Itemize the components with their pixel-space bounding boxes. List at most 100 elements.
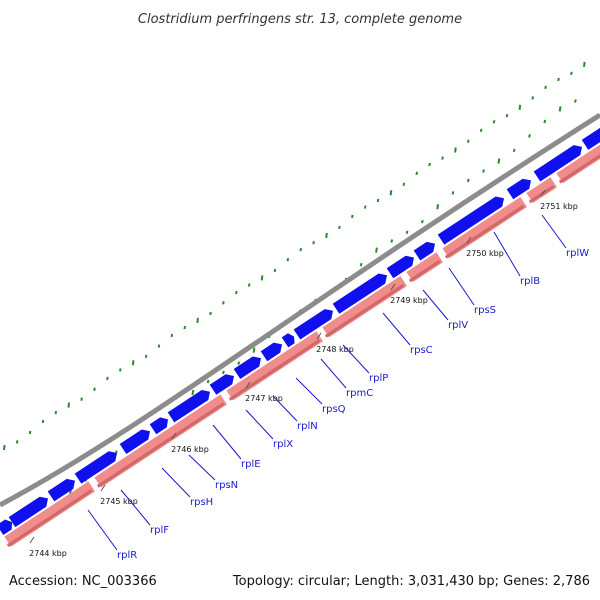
tick-mark [540, 189, 546, 197]
gc-skew-mark [405, 230, 409, 235]
gc-skew-mark [359, 262, 363, 267]
gene-label: rplV [448, 320, 468, 331]
gc-skew-mark [93, 387, 96, 391]
gc-skew-mark [531, 96, 535, 100]
gc-skew-mark [247, 283, 251, 287]
gc-skew-mark [441, 156, 444, 160]
gc-skew-mark [454, 147, 457, 153]
gene-leader-line [272, 395, 298, 422]
tick-label: 2746 kbp [171, 445, 209, 454]
gc-skew-mark [312, 241, 315, 245]
gene-leader-line [448, 267, 475, 306]
gc-skew-mark [512, 148, 516, 153]
gene-leader-line [295, 377, 323, 405]
reverse-gene [556, 144, 600, 184]
genome-summary: Topology: circular; Length: 3,031,430 bp… [232, 574, 590, 589]
gene-leader-line [541, 214, 567, 249]
forward-gene [209, 374, 234, 395]
gc-skew-mark [286, 257, 290, 262]
gene-leader-line [493, 231, 521, 277]
tick-label: 2745 kbp [100, 497, 138, 506]
tick-label: 2749 kbp [390, 296, 428, 305]
map-title: Clostridium perfringens str. 13, complet… [138, 12, 462, 27]
gc-skew-mark [338, 225, 341, 230]
gc-skew-mark [157, 344, 161, 348]
forward-gene [8, 496, 48, 528]
gc-skew-mark [235, 290, 238, 295]
gc-skew-mark [518, 104, 522, 110]
forward-gene [581, 125, 600, 150]
gc-skew-mark [41, 419, 45, 424]
gc-skew-mark [492, 120, 496, 124]
forward-gene [506, 178, 531, 200]
reverse-gene [4, 481, 95, 547]
forward-gene [233, 356, 262, 379]
tick-label: 2744 kbp [29, 549, 67, 558]
backbone-track [0, 112, 600, 508]
gene-label: rpmC [346, 388, 373, 399]
tick-mark [245, 381, 251, 389]
reverse-gene-shadow [558, 153, 600, 184]
gc-skew-mark [273, 268, 277, 273]
gc-skew-mark [389, 190, 393, 196]
forward-gene [533, 145, 583, 182]
forward-gene [74, 451, 118, 484]
reverse-gene [526, 177, 557, 204]
gc-skew-mark [15, 440, 19, 444]
gc-skew-mark [351, 214, 354, 219]
gene-leader-line [382, 312, 411, 346]
gene-leader-line [120, 489, 151, 526]
gc-skew-mark [54, 410, 58, 415]
gc-skew-mark [421, 219, 424, 224]
gc-skew-mark [544, 85, 547, 90]
gene-leader-line [245, 409, 274, 440]
gc-skew-mark [299, 248, 303, 252]
gc-skew-mark [119, 368, 122, 372]
reverse-gene-shadow [408, 260, 441, 283]
reverse-gene [226, 331, 323, 401]
tick-label: 2747 kbp [245, 394, 283, 403]
forward-gene [332, 273, 387, 314]
gc-skew-mark [209, 311, 212, 316]
gene-leader-line [188, 454, 216, 481]
gc-skew-mark [206, 379, 210, 384]
tick-label: 2748 kbp [316, 345, 354, 354]
forward-gene [149, 417, 168, 435]
gc-skew-mark [106, 376, 109, 381]
gc-skew-mark [570, 71, 573, 75]
reverse-gene-track [4, 144, 600, 547]
reverse-gene-shadow [324, 283, 405, 338]
gc-skew-mark [528, 134, 531, 138]
gene-leader-line [342, 344, 370, 374]
forward-gene-track [0, 125, 600, 536]
gene-leader-line [422, 289, 449, 321]
reverse-gene-shadow [228, 339, 321, 401]
gene-leader-line [212, 424, 242, 460]
gene-label: rplN [297, 421, 318, 432]
gc-skew-mark [260, 275, 264, 281]
forward-gene [437, 196, 504, 245]
gc-skew-mark [196, 317, 199, 323]
gene-leader-line [161, 467, 191, 498]
tick-label: 2751 kbp [540, 202, 578, 211]
gc-skew-mark [191, 389, 195, 396]
gc-skew-mark [144, 354, 148, 359]
gc-skew-mark [436, 204, 440, 210]
gene-label: rplB [520, 276, 540, 287]
forward-gene [293, 309, 333, 340]
gene-label: rplR [117, 550, 137, 561]
gc-skew-mark [557, 77, 560, 82]
gc-skew-mark [451, 191, 455, 195]
gc-skew-mark [375, 247, 378, 253]
tick-mark [29, 536, 35, 544]
forward-gene [47, 478, 76, 502]
gc-skew-mark [558, 106, 562, 112]
gene-label: rplW [566, 248, 589, 259]
gene-label: rpsN [215, 480, 238, 491]
gc-skew-mark [131, 360, 135, 366]
reverse-gene [442, 196, 527, 259]
gc-skew-mark [325, 232, 328, 238]
gc-skew-mark [3, 444, 6, 451]
